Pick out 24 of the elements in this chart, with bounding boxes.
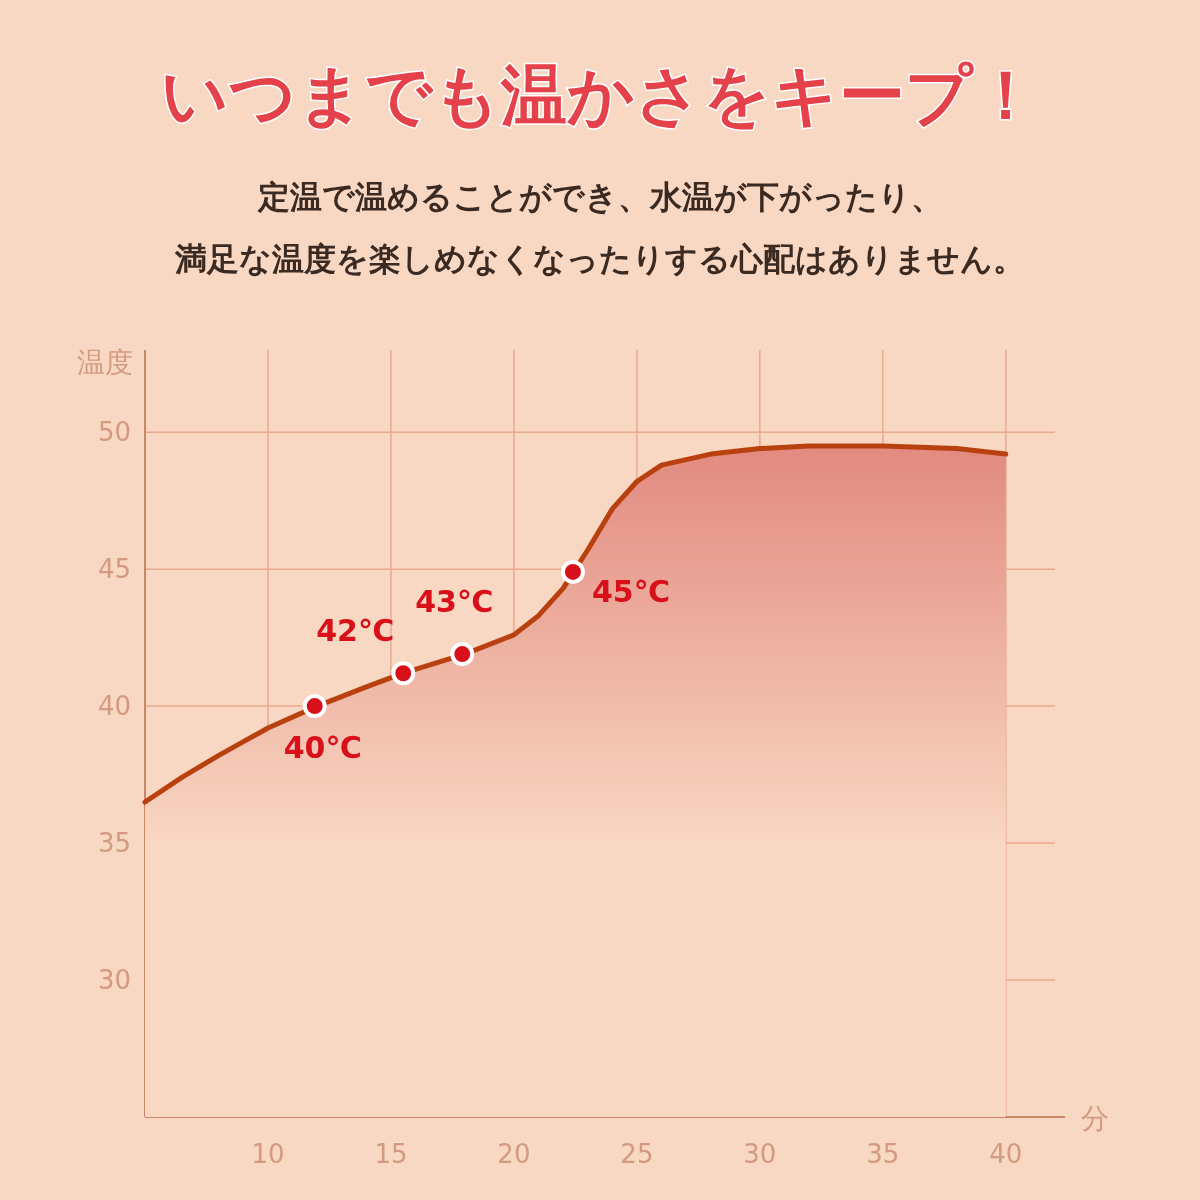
x-tick-label: 40 <box>989 1139 1023 1169</box>
y-tick-label: 30 <box>97 965 131 996</box>
point <box>560 559 585 584</box>
y-axis-title: 温度 <box>77 346 133 379</box>
annotation: 40℃ <box>283 730 362 766</box>
annotation: 42℃ <box>316 613 395 649</box>
chart-title: いつまでも温かさをキープ！ <box>161 57 1039 134</box>
point <box>302 694 327 719</box>
x-axis-title: 分 <box>1081 1102 1109 1135</box>
annotation: 43℃ <box>415 584 494 620</box>
y-tick-label: 50 <box>97 417 131 448</box>
x-tick-label: 15 <box>374 1139 408 1169</box>
annotation: 45℃ <box>591 573 670 609</box>
y-tick-label: 35 <box>97 828 131 859</box>
y-tick-label: 45 <box>97 554 131 585</box>
point <box>450 642 475 667</box>
point <box>391 661 416 686</box>
x-tick-label: 20 <box>497 1139 531 1169</box>
y-tick-label: 40 <box>97 691 131 722</box>
x-tick-label: 10 <box>251 1139 285 1169</box>
x-tick-label: 35 <box>866 1139 900 1169</box>
chart-subtitle: 定温で温めることができ、水温が下がったり、満足な温度を楽しめなくなったりする心配はありません。 <box>174 178 1025 278</box>
x-tick-label: 25 <box>620 1139 654 1169</box>
x-tick-label: 30 <box>743 1139 777 1169</box>
